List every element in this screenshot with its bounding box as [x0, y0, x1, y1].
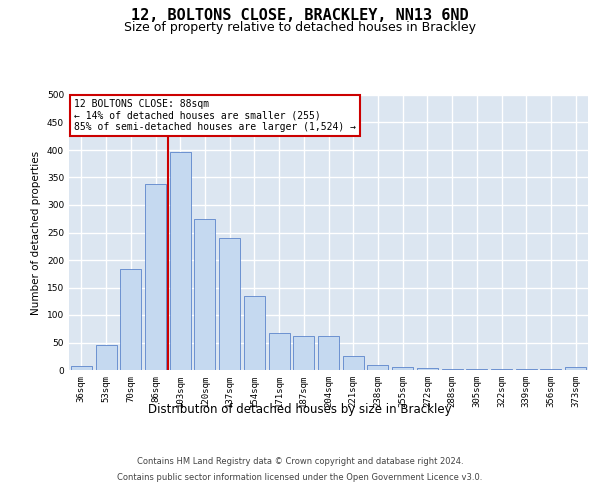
Text: Contains HM Land Registry data © Crown copyright and database right 2024.: Contains HM Land Registry data © Crown c… — [137, 458, 463, 466]
Bar — [219, 238, 240, 370]
Text: 12, BOLTONS CLOSE, BRACKLEY, NN13 6ND: 12, BOLTONS CLOSE, BRACKLEY, NN13 6ND — [131, 8, 469, 22]
Bar — [565, 367, 586, 370]
Text: 12 BOLTONS CLOSE: 88sqm
← 14% of detached houses are smaller (255)
85% of semi-d: 12 BOLTONS CLOSE: 88sqm ← 14% of detache… — [74, 99, 356, 132]
Bar — [417, 368, 438, 370]
Bar — [343, 356, 364, 370]
Bar — [170, 152, 191, 370]
Bar — [392, 367, 413, 370]
Bar — [194, 219, 215, 370]
Bar — [367, 364, 388, 370]
Text: Distribution of detached houses by size in Brackley: Distribution of detached houses by size … — [148, 402, 452, 415]
Bar — [269, 332, 290, 370]
Bar — [442, 369, 463, 370]
Bar — [318, 336, 339, 370]
Bar — [466, 369, 487, 370]
Text: Contains public sector information licensed under the Open Government Licence v3: Contains public sector information licen… — [118, 472, 482, 482]
Bar — [120, 270, 141, 370]
Bar — [244, 296, 265, 370]
Bar — [293, 336, 314, 370]
Text: Size of property relative to detached houses in Brackley: Size of property relative to detached ho… — [124, 21, 476, 34]
Y-axis label: Number of detached properties: Number of detached properties — [31, 150, 41, 314]
Bar — [145, 184, 166, 370]
Bar — [95, 344, 116, 370]
Bar — [71, 366, 92, 370]
